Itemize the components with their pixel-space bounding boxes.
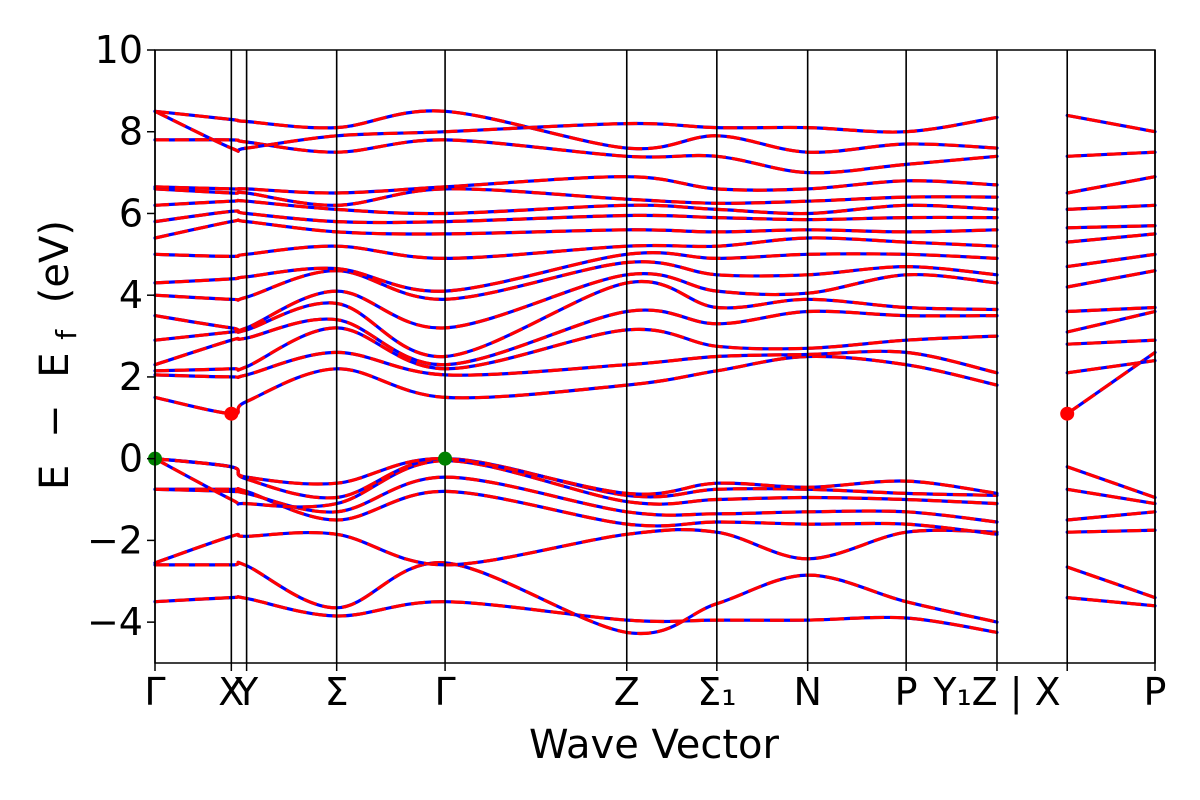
band-line-red-3 bbox=[154, 486, 998, 536]
x-tick-label-7: N bbox=[793, 670, 821, 714]
band-line-red-2 bbox=[154, 527, 998, 567]
band-line-red-17 bbox=[154, 218, 998, 240]
band-line-red-22 bbox=[154, 138, 998, 175]
band-line-blue-17 bbox=[153, 218, 999, 240]
x-tick-label-1: X bbox=[218, 670, 244, 714]
y-tick-label-1: −2 bbox=[87, 518, 143, 562]
y-tick-label-2: 0 bbox=[119, 437, 143, 481]
x-tick-label-4: Γ bbox=[434, 670, 455, 714]
band-line-red-21 bbox=[154, 175, 998, 195]
band-line-red-23 bbox=[154, 109, 998, 154]
y-tick-label-5: 6 bbox=[119, 191, 143, 235]
y-axis-label: E − E f (eV) bbox=[32, 220, 86, 490]
x-tick-label-8: P bbox=[895, 670, 918, 714]
plot-frame bbox=[154, 49, 1156, 664]
band-line-red-10 bbox=[154, 326, 998, 373]
band-line-red-20 bbox=[154, 187, 998, 207]
band-line-red-9 bbox=[154, 349, 998, 380]
band-line-red-29 bbox=[1066, 487, 1156, 506]
band-line-red-35 bbox=[1067, 305, 1156, 314]
band-line-red-5 bbox=[154, 457, 998, 509]
y-tick-label-0: −4 bbox=[87, 600, 143, 644]
band-line-blue-11 bbox=[153, 308, 999, 367]
band-line-red-31 bbox=[1066, 351, 1156, 416]
band-line-red-4 bbox=[154, 475, 998, 524]
band-line-red-38 bbox=[1067, 232, 1156, 244]
band-line-red-24 bbox=[154, 109, 998, 153]
cbm-marker-2 bbox=[224, 406, 239, 421]
band-line-blue-1 bbox=[153, 560, 999, 636]
x-tick-label-9: Y₁Z | X bbox=[932, 670, 1060, 715]
band-line-red-41 bbox=[1066, 175, 1156, 195]
band-line-red-27 bbox=[1067, 528, 1156, 534]
x-tick-label-5: Z bbox=[614, 670, 640, 714]
band-line-red-15 bbox=[154, 251, 998, 293]
y-label-e1: E bbox=[32, 465, 78, 490]
y-tick-label-3: 2 bbox=[119, 355, 143, 399]
band-line-red-13 bbox=[154, 272, 998, 333]
band-line-red-16 bbox=[154, 236, 998, 261]
x-axis-ticks: Γ XY Σ Γ Z Σ₁ N P Y₁Z | X P bbox=[144, 663, 1166, 715]
band-line-red-43 bbox=[1066, 113, 1156, 134]
band-line-red-36 bbox=[1066, 269, 1156, 289]
band-line-red-18 bbox=[154, 209, 998, 225]
band-line-red-11 bbox=[154, 308, 998, 367]
y-axis-ticks: −4 −2 0 2 4 6 8 10 bbox=[87, 28, 155, 644]
x-tick-label-11: P bbox=[1144, 670, 1167, 714]
y-tick-label-7: 10 bbox=[95, 28, 143, 72]
x-tick-label-6: Σ₁ bbox=[697, 670, 736, 714]
band-line-red-0 bbox=[154, 595, 998, 634]
band-line-red-32 bbox=[1066, 359, 1156, 375]
band-line-red-8 bbox=[154, 354, 998, 416]
band-line-red-40 bbox=[1067, 203, 1156, 211]
band-line-red-19 bbox=[154, 198, 998, 216]
band-line-red-25 bbox=[1067, 596, 1156, 608]
vbm-marker-1 bbox=[438, 451, 453, 466]
band-line-red-1 bbox=[154, 560, 998, 636]
band-line-red-42 bbox=[1067, 150, 1156, 158]
y-label-e2: E bbox=[32, 352, 78, 377]
band-edge-markers bbox=[148, 406, 1075, 466]
y-label-unit: (eV) bbox=[32, 220, 78, 303]
band-line-red-7 bbox=[154, 457, 998, 496]
y-tick-label-6: 8 bbox=[119, 110, 143, 154]
band-line-red-14 bbox=[154, 260, 998, 302]
band-line-red-33 bbox=[1067, 338, 1156, 346]
x-tick-label-3: Σ bbox=[325, 670, 349, 714]
y-label-sub: f bbox=[50, 329, 83, 340]
band-line-blue-12 bbox=[153, 279, 999, 359]
band-line-red-26 bbox=[1066, 565, 1156, 600]
x-tick-label-2: Y bbox=[234, 670, 259, 714]
y-tick-label-4: 4 bbox=[119, 273, 143, 317]
band-line-red-34 bbox=[1066, 309, 1156, 334]
band-lines bbox=[153, 109, 1157, 636]
x-axis-label: Wave Vector bbox=[529, 722, 780, 768]
band-line-red-28 bbox=[1067, 510, 1156, 522]
band-line-blue-6 bbox=[153, 457, 999, 500]
x-tick-label-0: Γ bbox=[144, 670, 165, 714]
band-line-red-39 bbox=[1067, 224, 1156, 230]
band-line-red-37 bbox=[1066, 252, 1156, 269]
y-label-minus: − bbox=[32, 404, 78, 438]
band-line-red-30 bbox=[1066, 465, 1156, 500]
cbm-marker-3 bbox=[1060, 406, 1075, 421]
band-line-red-12 bbox=[154, 279, 998, 359]
